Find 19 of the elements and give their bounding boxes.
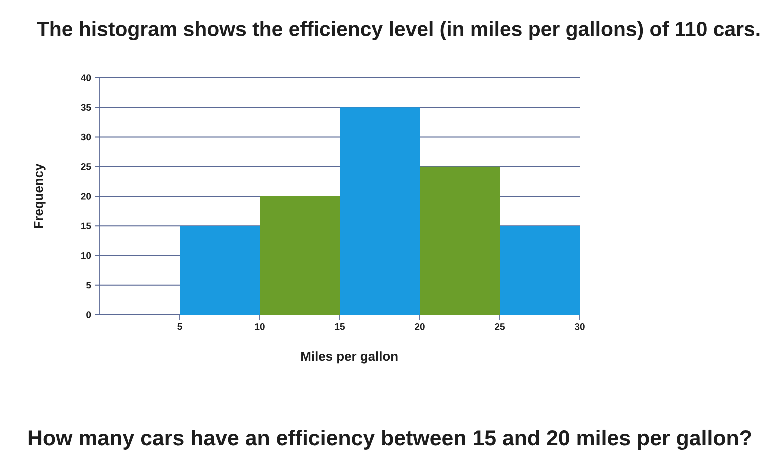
x-tick-label: 20 <box>415 324 425 330</box>
y-tick-label: 5 <box>86 282 92 289</box>
text: How many cars have an efficiency between 15 and 20 miles per gallon? <box>28 430 752 450</box>
x-tick-label: 5 <box>178 324 182 330</box>
y-tick-label: 25 <box>81 164 92 170</box>
y-tick-label: 20 <box>81 193 92 200</box>
y-tick-label: 10 <box>82 252 92 260</box>
y-tick-label: 30 <box>81 134 92 141</box>
y-tick-label: 0 <box>86 312 92 318</box>
x-axis-title: Miles per gallon <box>302 352 398 364</box>
x-tick-label: 30 <box>574 324 585 330</box>
chart-title: The histogram shows the efficiency level (in miles per gallons) of 110 cars. <box>37 21 760 41</box>
y-axis-title: Frequency <box>34 164 46 228</box>
y-tick-label: 40 <box>81 74 92 82</box>
y-tick-label: 15 <box>82 222 92 230</box>
x-tick-label: 10 <box>255 324 265 330</box>
y-tick-label: 35 <box>81 104 92 111</box>
x-tick-label: 25 <box>495 324 505 330</box>
x-tick-label: 15 <box>335 324 345 330</box>
